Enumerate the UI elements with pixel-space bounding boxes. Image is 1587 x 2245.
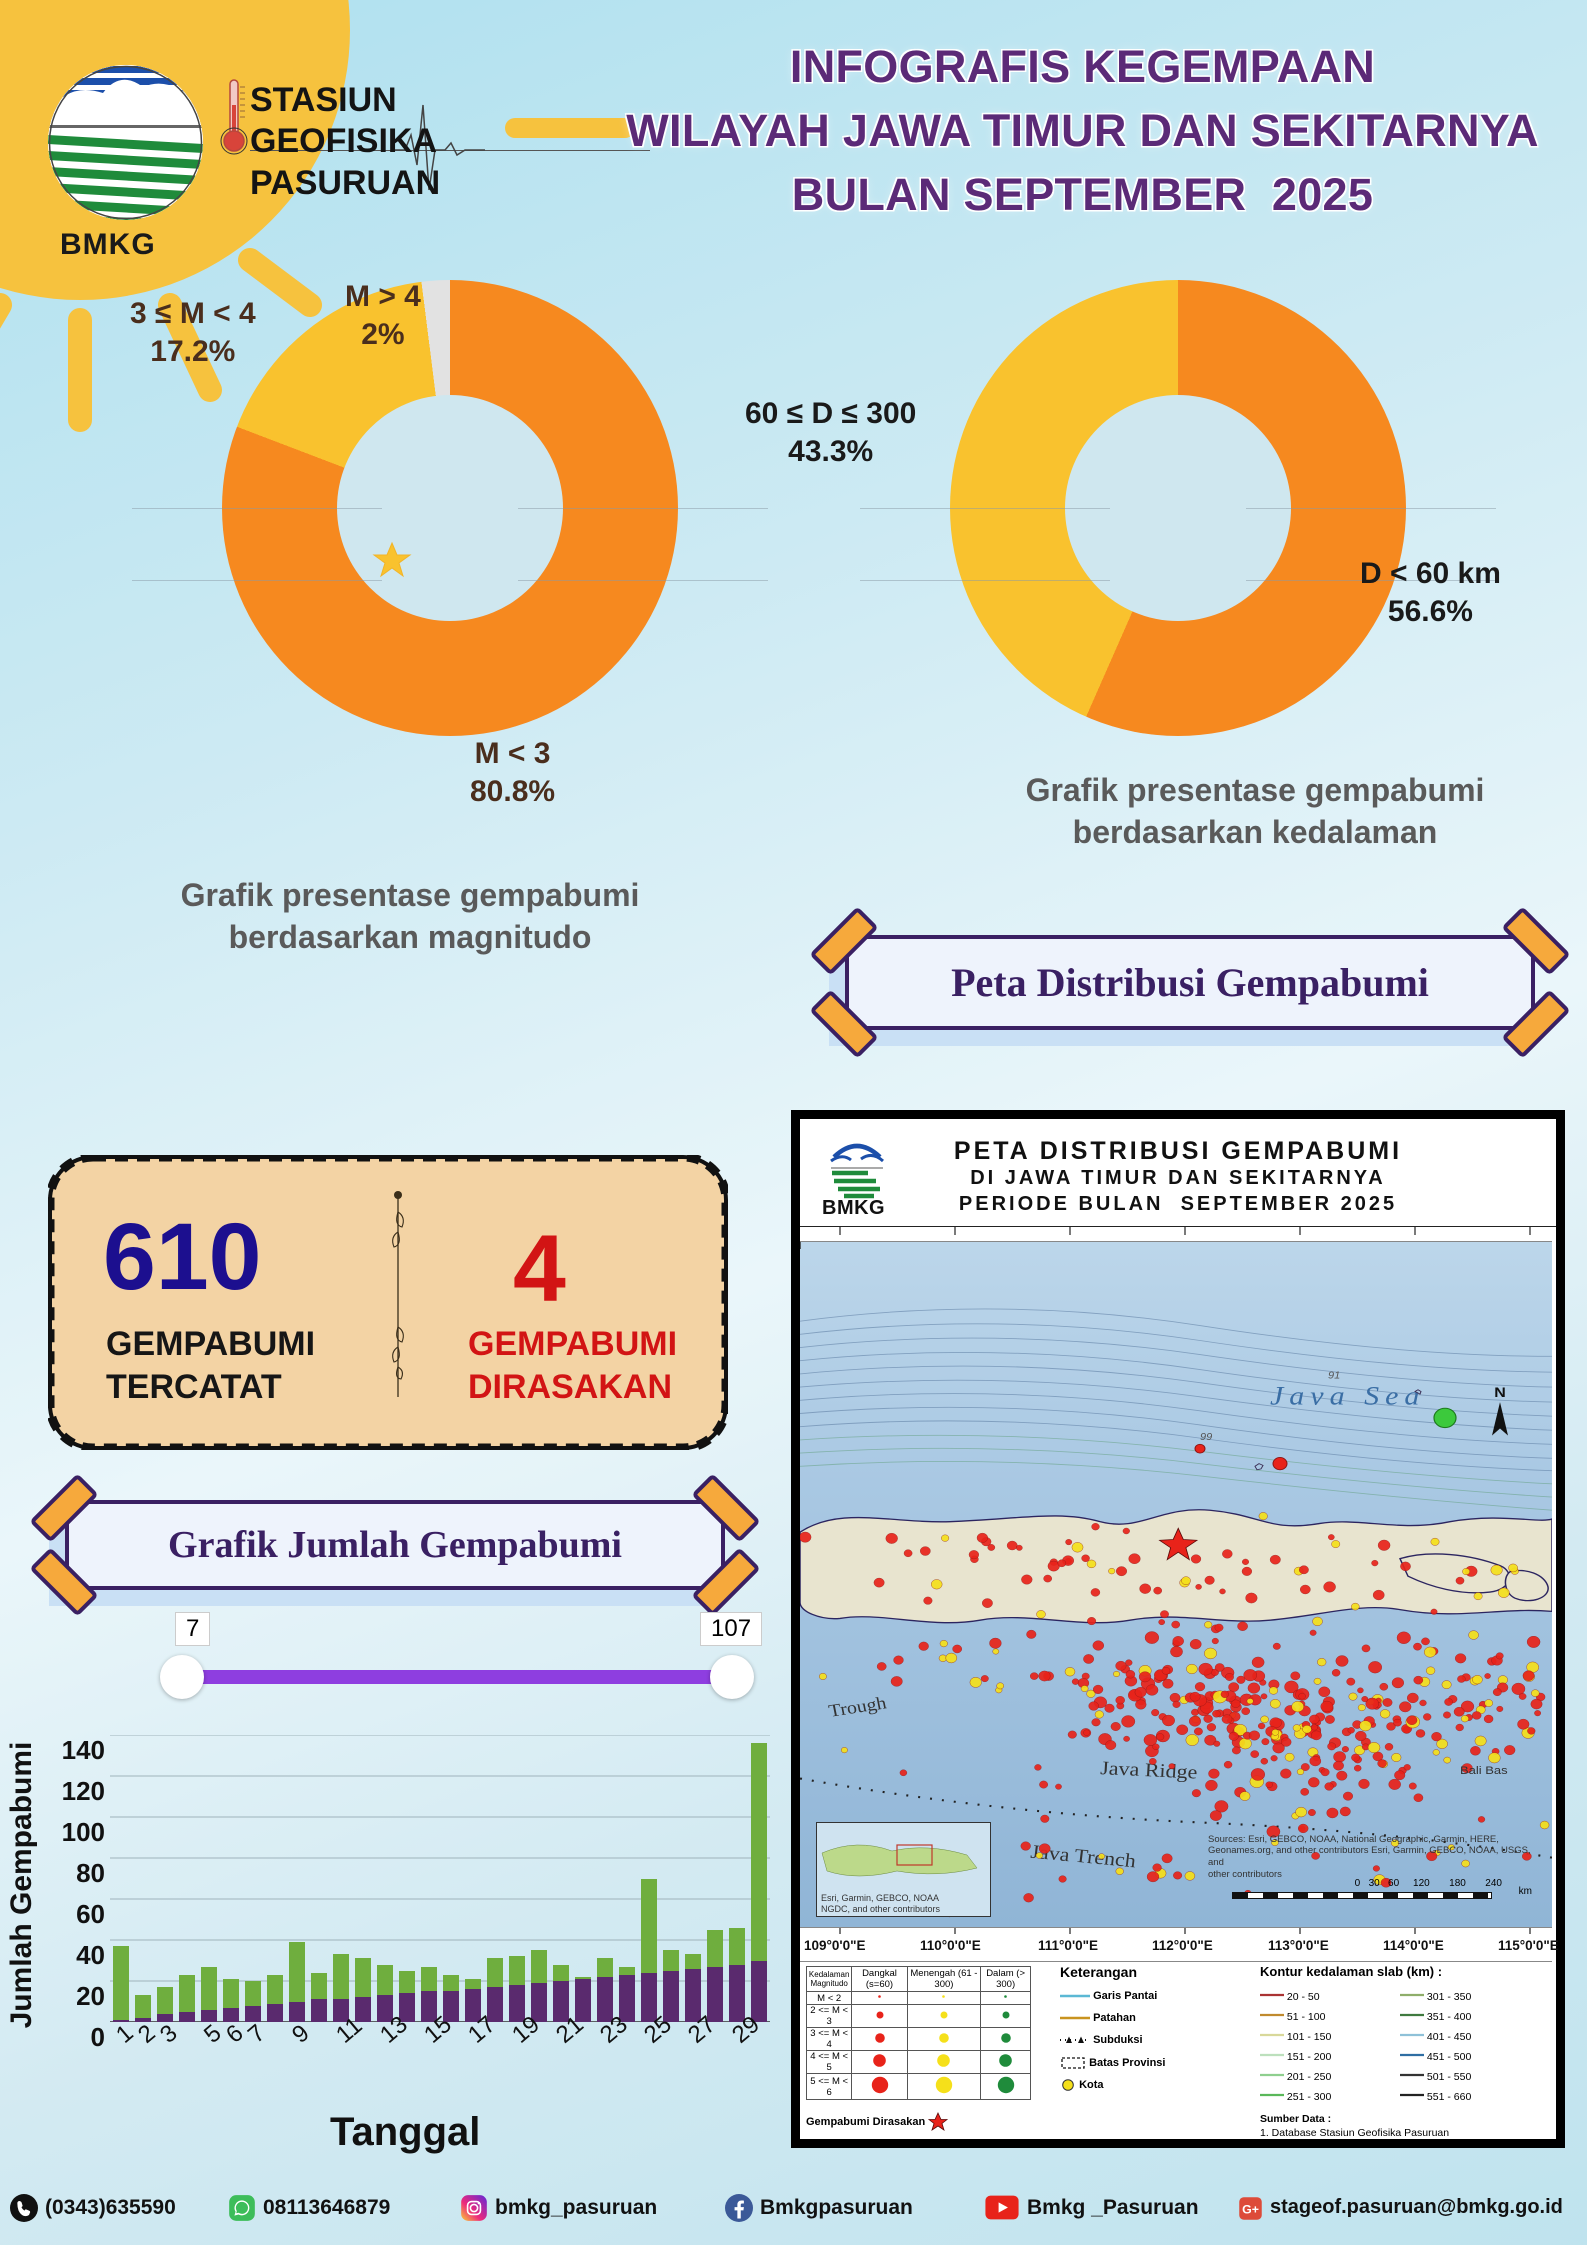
svg-text:Bali Bas: Bali Bas	[1460, 1764, 1508, 1777]
svg-text:G+: G+	[1242, 2203, 1259, 2217]
svg-text:N: N	[1494, 1385, 1506, 1401]
svg-text:99: 99	[1200, 1432, 1212, 1442]
svg-text:Java Sea: Java Sea	[1270, 1382, 1425, 1411]
svg-text:91: 91	[1328, 1371, 1340, 1381]
